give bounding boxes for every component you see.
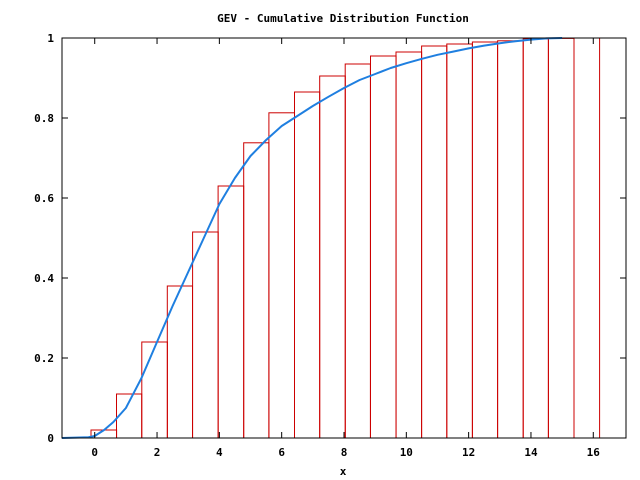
histogram-bar-9 (319, 75, 346, 439)
x-tick-label-4: 8 (341, 446, 348, 459)
y-tick-label-5: 1 (47, 32, 54, 45)
histogram-bar-17 (522, 38, 549, 439)
y-tick-label-3: 0.6 (34, 192, 54, 205)
histogram-bar-7 (268, 112, 295, 439)
y-tick-label-4: 0.8 (34, 112, 54, 125)
x-tick-label-7: 14 (524, 446, 538, 459)
x-tick-label-6: 12 (462, 446, 475, 459)
x-tick-label-0: 0 (91, 446, 98, 459)
histogram-bar-8 (294, 91, 321, 439)
histogram-bar-6 (243, 142, 270, 439)
histogram-bar-2 (141, 341, 168, 439)
x-tick-label-8: 16 (587, 446, 601, 459)
y-tick-label-1: 0.2 (34, 352, 54, 365)
histogram-bar-19 (573, 37, 601, 439)
y-tick-label-0: 0 (47, 432, 54, 445)
x-tick-label-5: 10 (400, 446, 413, 459)
y-tick-label-2: 0.4 (34, 272, 54, 285)
histogram-bar-10 (344, 63, 371, 439)
y-axis: 0 0.2 0.4 0.6 0.8 1 (34, 32, 626, 445)
histogram-bar-11 (370, 55, 397, 439)
histogram-bars (90, 37, 601, 439)
histogram-bar-12 (395, 51, 423, 439)
chart-title: GEV - Cumulative Distribution Function (217, 12, 469, 25)
histogram-bar-15 (471, 41, 499, 439)
x-axis-label: x (340, 465, 347, 478)
cdf-line (61, 37, 563, 439)
histogram-bar-14 (446, 43, 473, 439)
histogram-bar-13 (421, 45, 448, 439)
x-tick-label-3: 6 (278, 446, 285, 459)
histogram-bar-16 (497, 40, 524, 439)
histogram-bar-4 (192, 231, 219, 439)
x-axis: 0 2 4 6 8 10 12 14 16 (91, 38, 600, 459)
cdf-curve-group (61, 37, 563, 439)
histogram-bar-18 (547, 37, 575, 439)
histogram-bar-5 (217, 185, 245, 439)
plot-frame (61, 37, 627, 439)
x-tick-label-1: 2 (154, 446, 161, 459)
x-tick-label-2: 4 (216, 446, 223, 459)
